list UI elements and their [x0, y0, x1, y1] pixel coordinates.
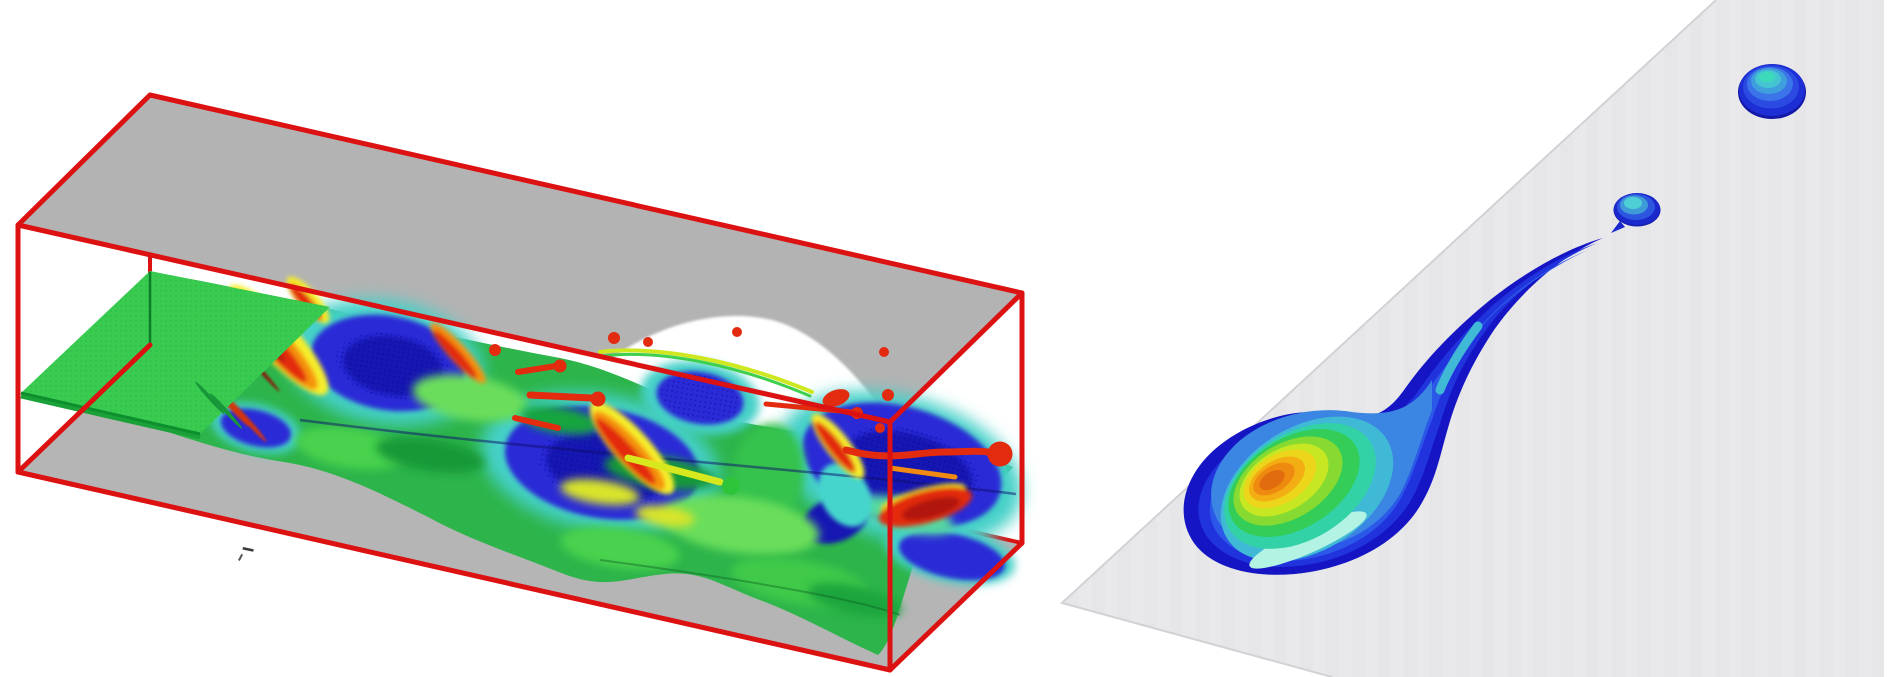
box-wireframe-edges — [15, 92, 1025, 673]
tadpole-tail-core — [1435, 321, 1483, 395]
satellite-droplet — [1611, 193, 1661, 233]
left-panel-channel-box — [15, 92, 1025, 673]
right-margin — [1884, 0, 1889, 677]
satellite-pinch-tail — [1611, 221, 1625, 233]
tadpole-droplet — [1183, 238, 1603, 575]
dust-specks — [238, 547, 254, 561]
tadpole-ring-12 — [1259, 469, 1285, 491]
centerline-fold — [299, 418, 1017, 496]
exit-ligament — [842, 441, 1013, 467]
detached-droplet — [987, 441, 1013, 467]
plate-edge — [1059, 0, 1717, 677]
liquid-interface-surface — [21, 272, 1022, 655]
surface-shading — [295, 374, 954, 617]
right-panel-droplet-plate — [1059, 0, 1884, 677]
far-dome-droplet — [1738, 64, 1806, 119]
lower-fold — [599, 559, 901, 616]
ligaments — [489, 327, 958, 495]
